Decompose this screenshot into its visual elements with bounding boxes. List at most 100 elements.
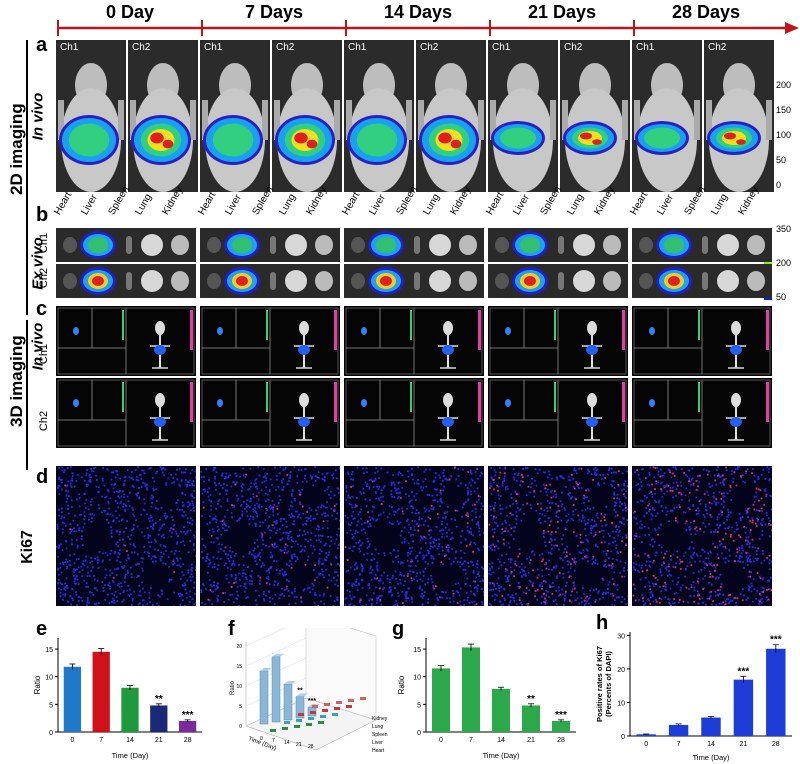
liver-bar <box>271 656 281 723</box>
x-tick-label: 14 <box>497 737 505 744</box>
in-vivo-mouse-image: Ch1 <box>488 40 558 192</box>
organ-label: Lung <box>565 192 587 217</box>
organs <box>495 231 621 259</box>
liver-bar <box>283 683 293 721</box>
organ-bar <box>332 713 338 716</box>
y-axis-label: Positive rates of Ki67(Percents of DAPI) <box>595 646 613 722</box>
organ-bar <box>298 713 304 716</box>
y-tick-label: 0 <box>49 730 53 737</box>
significance-label: ** <box>155 694 163 705</box>
x-tick-label: 28 <box>184 737 192 744</box>
mouse-body <box>346 63 412 192</box>
organs <box>639 231 765 259</box>
z-axis-label: Ratio <box>230 680 236 695</box>
y-tick-label: 10 <box>45 675 53 682</box>
x-axis-label: Time (Day) <box>483 751 520 760</box>
y-tick-label: 10 <box>617 700 625 707</box>
ex-vivo-organ-strip <box>488 228 628 262</box>
liver-bar <box>259 670 269 725</box>
bar <box>462 647 480 732</box>
organ-bar <box>270 729 276 732</box>
three-d-render <box>489 379 627 447</box>
ex-vivo-organ-strip <box>200 228 340 262</box>
bar <box>150 705 168 732</box>
divider-3d <box>26 320 28 470</box>
in-vivo-mouse-image: Ch1 <box>200 40 270 192</box>
three-d-render <box>345 379 483 447</box>
organ-bar <box>360 697 366 700</box>
in-vivo-mouse-image: Ch2 <box>560 40 630 192</box>
y-axis-label-line1: Positive rates of Ki67 <box>595 646 604 722</box>
ex-vivo-organ-strip <box>56 228 196 262</box>
x-tick-label: 28 <box>772 741 780 748</box>
bar <box>701 717 721 736</box>
organ-tick-label: Lung <box>372 724 383 730</box>
y-tick-label: 0 <box>621 734 625 741</box>
significance-label: *** <box>555 710 567 721</box>
mouse-body <box>130 63 196 192</box>
x-tick-label: 7 <box>99 737 103 744</box>
colorbar-b-tick: 200 <box>776 258 792 268</box>
x-tick-label: 14 <box>284 740 290 746</box>
liver-bar-top <box>260 667 272 671</box>
ch2-label: Ch2 <box>708 42 727 53</box>
bar <box>552 720 570 732</box>
y-tick-label: 15 <box>413 647 421 654</box>
chart-h: 0 10 20 30 0 7 14 21 *** 28 *** Time (Day) Positive … <box>595 632 792 762</box>
x-tick-label: 7 <box>272 738 275 744</box>
ki67-image <box>488 466 628 606</box>
organ-bar <box>322 709 328 712</box>
organs <box>63 267 189 295</box>
x-tick-label: 21 <box>155 737 163 744</box>
label-ch1-c: Ch1 <box>38 343 50 365</box>
panel-letter-c: c <box>36 298 48 320</box>
panel-letter-b: b <box>36 204 49 226</box>
ch1-label: Ch1 <box>204 42 223 53</box>
y-tick-label: 5 <box>49 702 53 709</box>
ki67-image <box>200 466 340 606</box>
liver-bar-top <box>296 693 308 697</box>
organs <box>351 231 477 259</box>
in-vivo-mouse-image: Ch2 <box>128 40 198 192</box>
organ-tick-label: Heart <box>372 748 385 754</box>
x-tick-label: 0 <box>644 741 648 748</box>
three-d-image <box>56 378 196 448</box>
bar <box>92 651 110 732</box>
panel-letter-h: h <box>596 612 609 634</box>
three-d-image <box>344 378 484 448</box>
three-d-render <box>345 307 483 375</box>
three-d-image <box>632 378 772 448</box>
organ-bar <box>296 719 302 722</box>
grid-line <box>245 637 307 667</box>
significance-label: *** <box>770 635 782 646</box>
ki67-stain <box>200 466 340 606</box>
organ-tick-label: Liver <box>372 740 383 746</box>
ki67-stain <box>56 466 196 606</box>
ch2-label: Ch2 <box>564 42 583 53</box>
x-tick-label: 0 <box>439 737 443 744</box>
bar <box>668 724 689 736</box>
organ-label: Heart <box>628 190 651 217</box>
organ-label: Lung <box>277 192 299 217</box>
colorbar-a-tick: 0 <box>776 180 782 190</box>
bar <box>178 720 197 732</box>
timeline-arrow <box>57 20 799 36</box>
ki67-image <box>344 466 484 606</box>
three-d-render <box>633 379 771 447</box>
chart-e: 0 5 10 15 0 7 14 21 ** 28 *** Time (Day) Ratio <box>33 638 202 760</box>
y-axis-label: Ratio <box>397 675 406 694</box>
y-axis-label-line2: (Percents of DAPI) <box>604 651 613 717</box>
ki67-stain <box>344 466 484 606</box>
ch2-label: Ch2 <box>420 42 439 53</box>
label-3d-imaging: 3D imaging <box>7 335 26 427</box>
organ-bar <box>306 723 312 726</box>
three-d-image <box>200 306 340 376</box>
label-ch2-c: Ch2 <box>38 410 50 432</box>
x-tick-label: 7 <box>469 737 473 744</box>
y-tick-label: 10 <box>413 675 421 682</box>
x-axis-label: Time (Day) <box>693 753 730 762</box>
panel-letter-a: a <box>36 34 48 56</box>
three-d-render <box>57 379 195 447</box>
in-vivo-mouse-image: Ch2 <box>416 40 486 192</box>
in-vivo-mouse-image: Ch1 <box>632 40 702 192</box>
